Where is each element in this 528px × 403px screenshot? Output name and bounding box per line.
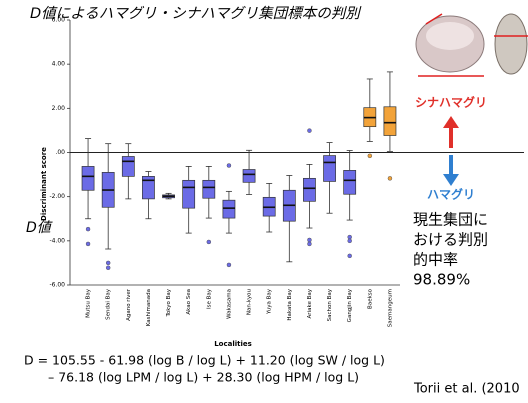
x-tick-label: Baekso	[367, 288, 373, 309]
outlier	[388, 176, 392, 180]
outlier	[348, 254, 352, 258]
formula: D = 105.55 - 61.98 (log B / log L) + 11.…	[24, 353, 385, 385]
y-tick-label: -2.00	[49, 193, 65, 200]
outlier	[106, 261, 110, 265]
y-tick-label: 4.00	[52, 61, 66, 68]
x-tick-label: Kashimanada	[146, 289, 152, 326]
rate-line: 的中率	[413, 251, 458, 269]
x-tick-label: Sachon Bay	[327, 288, 333, 321]
outlier	[368, 154, 372, 158]
lower-group-label: ハマグリ	[427, 187, 475, 202]
outlier	[106, 266, 110, 270]
box	[243, 170, 255, 183]
outlier	[348, 239, 352, 243]
x-tick-label: Hakata Bay	[287, 288, 293, 320]
x-tick-label: Mutsu Bay	[86, 288, 92, 318]
x-tick-label: Ise Bay	[206, 288, 212, 309]
x-tick-label: Gangjin Bay	[347, 288, 353, 322]
outlier	[307, 129, 311, 133]
y-tick-label: .00	[55, 149, 65, 156]
box	[203, 180, 215, 198]
y-tick-label: -4.00	[49, 237, 65, 244]
formula-line: D = 105.55 - 61.98 (log B / log L) + 11.…	[24, 353, 385, 368]
outlier	[86, 227, 90, 231]
y-tick-label: -6.00	[49, 282, 65, 289]
upper-group-label: シナハマグリ	[415, 95, 487, 110]
x-tick-label: Agano river	[126, 288, 132, 321]
x-tick-label: Wakasama	[226, 289, 232, 319]
y-tick-label: 6.00	[52, 17, 66, 24]
x-tick-label: Nan-kyou	[247, 289, 253, 315]
box	[223, 200, 235, 218]
page: {"chart_data": { "type": "box", "title":…	[0, 0, 528, 403]
direction-arrows	[443, 116, 459, 186]
outlier	[86, 242, 90, 246]
rate-line: 現生集団に	[413, 211, 488, 229]
outlier	[307, 242, 311, 246]
x-tick-label: Sendai Bay	[106, 288, 112, 320]
citation: Torii et al. (2010	[413, 382, 520, 397]
outlier	[227, 263, 231, 267]
y-tick-label: 2.00	[52, 105, 66, 112]
outlier	[227, 164, 231, 168]
outlier	[348, 235, 352, 239]
x-axis-label: Localities	[214, 340, 252, 348]
outlier	[207, 240, 211, 244]
x-tick-label: Akao Sea	[186, 289, 192, 315]
slide: D値によるハマグリ・シナハマグリ集団標本の判別 D値 Discriminant …	[0, 0, 528, 403]
x-tick-label: Tokyo Bay	[166, 288, 172, 317]
x-tick-label: Ariake Bay	[307, 288, 313, 318]
formula-line: – 76.18 (log LPM / log L) + 28.30 (log H…	[48, 370, 359, 385]
shell-photo	[413, 2, 528, 87]
box	[183, 180, 195, 208]
outlier	[307, 238, 311, 242]
x-tick-label: Yuya Bay	[267, 288, 273, 315]
box	[303, 178, 315, 201]
rate-line: おける判別	[413, 231, 488, 249]
x-tick-label: Saemangeum	[387, 289, 393, 327]
box	[82, 166, 94, 190]
y-axis-label: Discriminant score	[40, 147, 48, 221]
y-label-prefix: D値	[26, 220, 53, 236]
rate-line: 98.89%	[413, 271, 470, 289]
box	[384, 107, 396, 136]
box	[324, 156, 336, 182]
box	[344, 170, 356, 194]
box	[122, 156, 134, 176]
chart-title: D値によるハマグリ・シナハマグリ集団標本の判別	[30, 5, 362, 22]
